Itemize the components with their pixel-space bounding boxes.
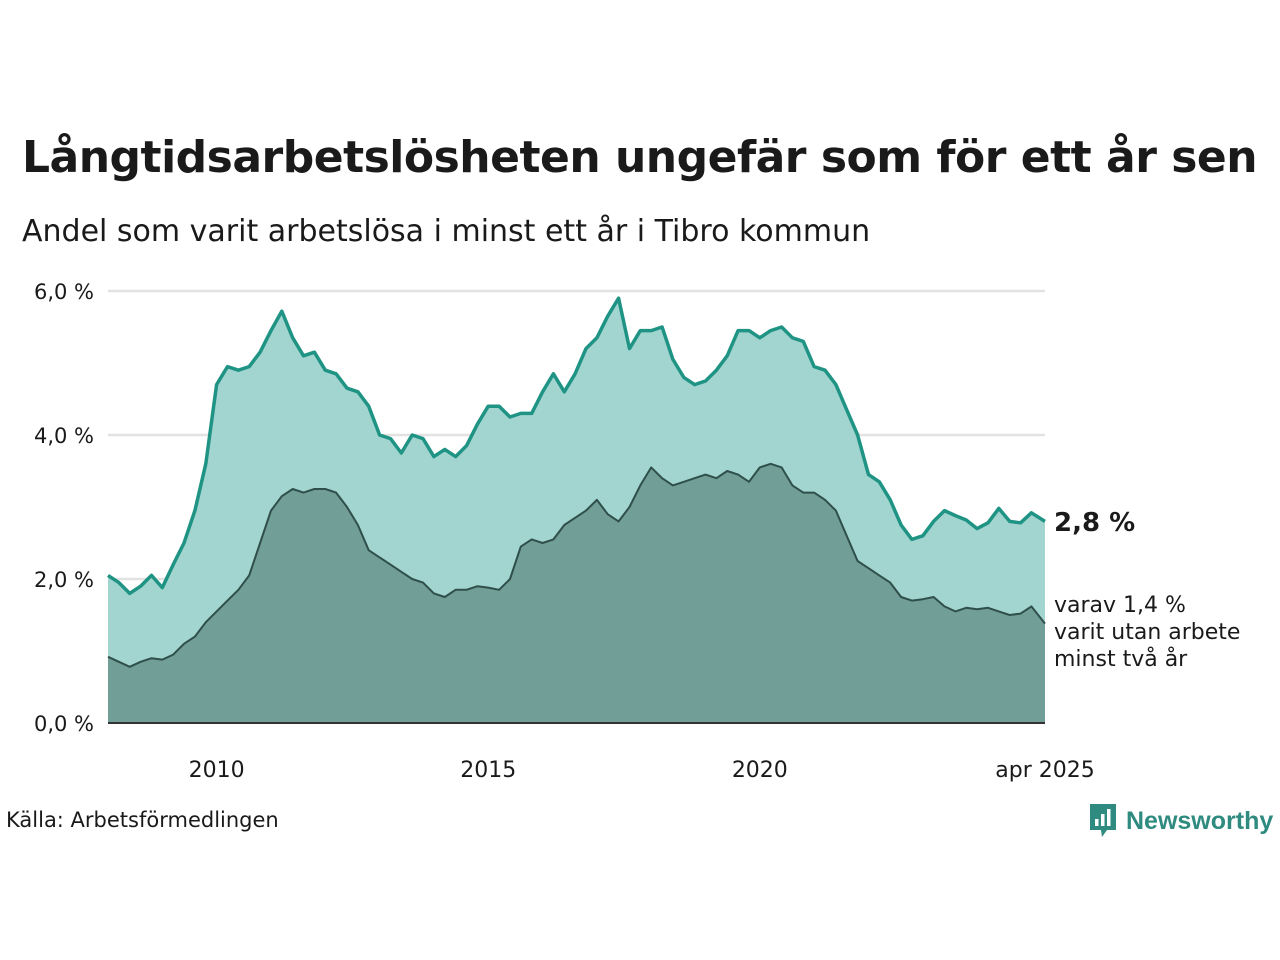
chart-title: Långtidsarbetslösheten ungefär som för e…	[22, 132, 1258, 183]
source-note: Källa: Arbetsförmedlingen	[6, 808, 279, 832]
line-two-year	[107, 462, 1046, 668]
latest-value-label: 2,8 %	[1054, 508, 1136, 538]
y-tick-label: 0,0 %	[34, 712, 94, 736]
y-tick-label: 2,0 %	[34, 568, 94, 592]
line-long-term	[107, 296, 1046, 596]
brand-name: Newsworthy	[1126, 806, 1274, 835]
y-tick-label: 4,0 %	[34, 424, 94, 448]
x-tick-label: 2010	[189, 758, 245, 783]
chart-subtitle: Andel som varit arbetslösa i minst ett å…	[22, 214, 871, 249]
brand-logo: Newsworthy	[1088, 803, 1273, 839]
two-year-annotation: varav 1,4 % varit utan arbete minst två …	[1054, 592, 1240, 673]
x-tick-label: apr 2025	[995, 758, 1094, 783]
x-tick-label: 2020	[732, 758, 788, 783]
annotation-line-1: varav 1,4 %	[1054, 593, 1186, 618]
area-two-year	[108, 463, 1045, 723]
area-chart: 0,0 % 2,0 % 4,0 % 6,0 % 2010 2015 2020 apr 2025	[34, 280, 1095, 783]
newsworthy-logo-icon	[1090, 804, 1116, 837]
y-tick-label: 6,0 %	[34, 280, 94, 304]
annotation-line-2: varit utan arbete	[1054, 620, 1241, 645]
annotation-line-3: minst två år	[1054, 647, 1188, 672]
series-areas	[107, 296, 1046, 723]
tick-labels: 0,0 % 2,0 % 4,0 % 6,0 % 2010 2015 2020 apr 2025	[34, 280, 1095, 783]
x-tick-label: 2015	[460, 758, 516, 783]
